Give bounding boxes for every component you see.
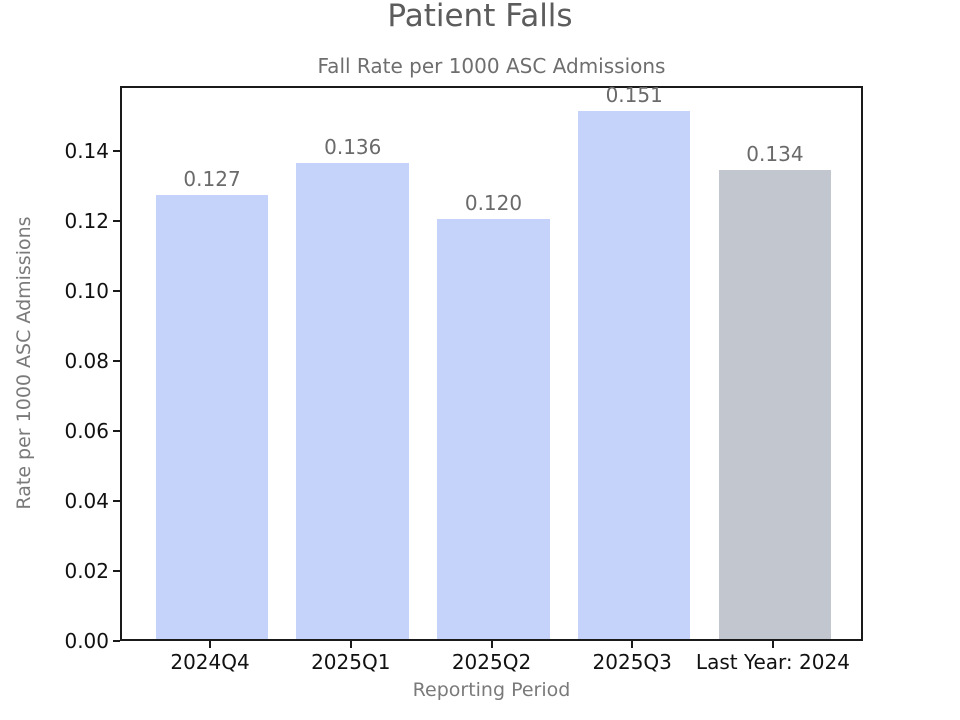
bar-value-label: 0.134 — [746, 142, 804, 167]
y-tick-label: 0.02 — [64, 559, 109, 583]
x-tick — [490, 641, 493, 648]
y-tick-label: 0.14 — [64, 139, 109, 164]
bar-value-label: 0.127 — [183, 166, 241, 191]
x-tick — [771, 641, 774, 648]
y-tick-label: 0.10 — [64, 279, 109, 304]
bars-layer: 0.127 0.136 0.120 0.151 0.134 — [122, 83, 861, 639]
y-tick — [113, 150, 120, 153]
bar-2025q1 — [296, 163, 410, 639]
y-tick-label: 0.04 — [64, 489, 109, 514]
x-tick-label: 2025Q2 — [451, 650, 532, 674]
y-tick — [113, 640, 120, 642]
y-tick-label: 0.12 — [64, 209, 109, 234]
plot-area: 0.127 0.136 0.120 0.151 0.134 — [120, 83, 863, 641]
y-tick — [113, 290, 120, 293]
axes-title: Fall Rate per 1000 ASC Admissions — [317, 54, 666, 78]
x-tick-label: 2025Q3 — [592, 650, 672, 674]
x-tick — [209, 641, 212, 648]
x-tick-label: Last Year: 2024 — [695, 650, 850, 674]
y-tick — [113, 220, 120, 223]
x-axis-label: Reporting Period — [412, 679, 571, 701]
y-tick — [113, 570, 120, 572]
x-tick-label: 2025Q1 — [311, 650, 391, 674]
y-tick — [113, 430, 120, 433]
figure-title: Patient Falls — [387, 0, 573, 34]
bar-value-label: 0.151 — [605, 82, 663, 107]
bar-value-label: 0.120 — [464, 191, 523, 216]
bar-2025q2 — [437, 219, 550, 639]
x-tick-label: 2024Q4 — [170, 650, 250, 674]
bar-2024q4 — [155, 194, 269, 639]
y-tick-label: 0.08 — [64, 349, 109, 374]
x-tick — [349, 641, 352, 648]
y-tick — [113, 360, 120, 363]
y-tick-label: 0.06 — [64, 419, 109, 444]
y-tick-label: 0.00 — [64, 629, 109, 653]
y-tick — [113, 500, 120, 503]
y-axis-label: Rate per 1000 ASC Admissions — [13, 216, 35, 510]
bar-2025q3 — [577, 110, 691, 639]
x-tick — [631, 641, 634, 648]
bar-value-label: 0.136 — [324, 135, 382, 160]
bar-last-year-2024 — [718, 170, 832, 639]
